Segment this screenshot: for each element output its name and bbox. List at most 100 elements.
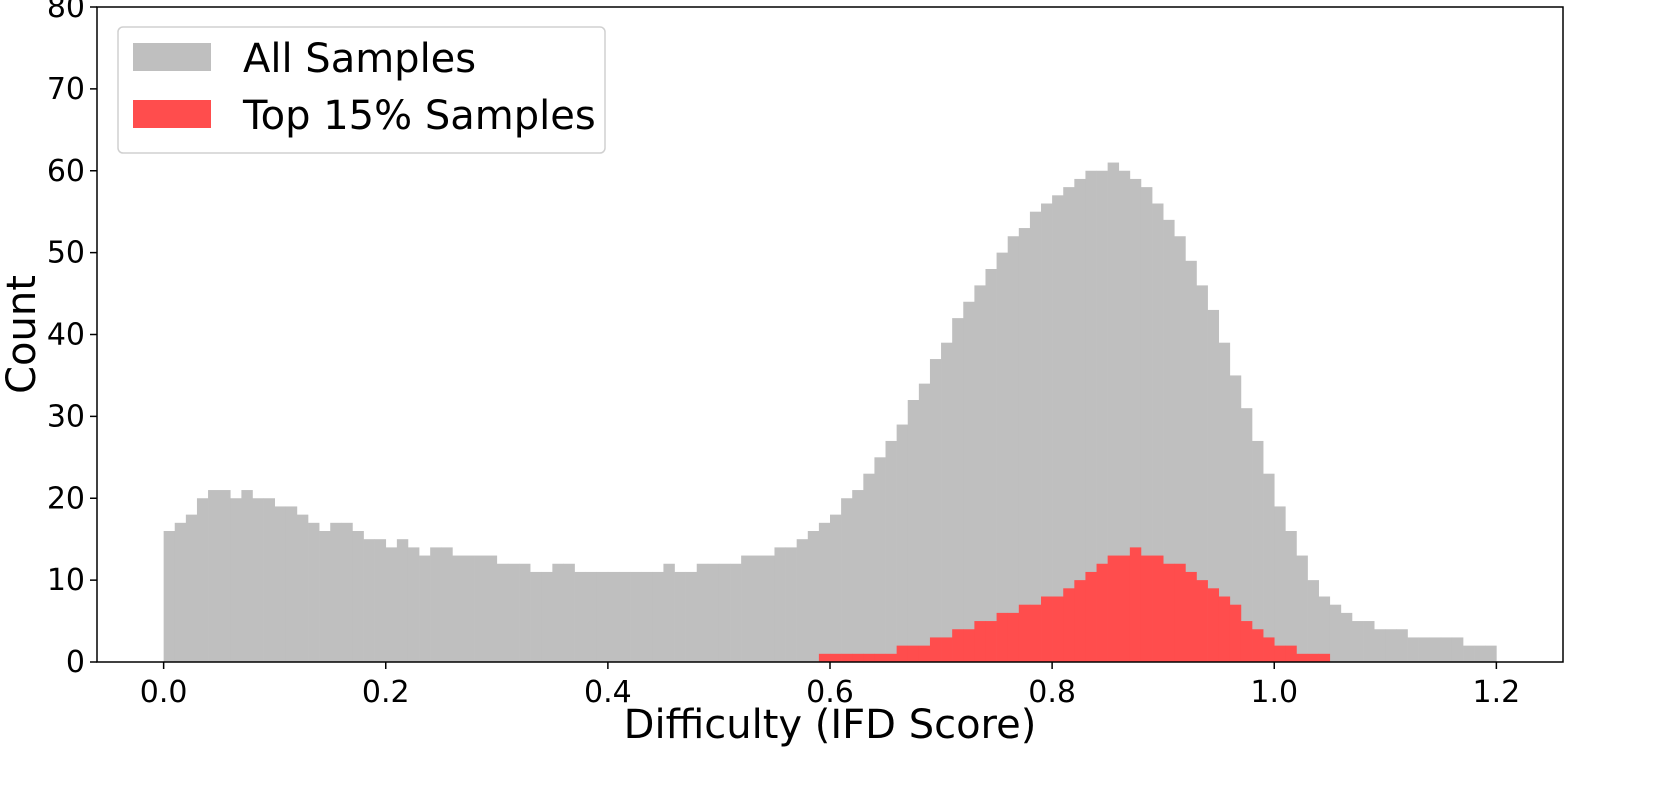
x-tick-label: 1.0 [1250, 675, 1298, 710]
bar-top-15-percent [1218, 596, 1231, 662]
bar-all-samples [985, 269, 997, 662]
bar-all-samples [896, 424, 909, 662]
bar-top-15-percent [1240, 621, 1253, 662]
bar-all-samples [1463, 645, 1475, 663]
bar-all-samples [807, 531, 820, 662]
bar-all-samples [774, 547, 786, 663]
bar-all-samples [352, 531, 364, 662]
bar-all-samples [674, 571, 686, 662]
bar-top-15-percent [1196, 580, 1208, 663]
bar-all-samples [918, 383, 931, 663]
bar-all-samples [1163, 219, 1175, 662]
bar-all-samples [1096, 170, 1108, 662]
bar-all-samples [319, 531, 331, 662]
bar-all-samples [363, 539, 375, 662]
bar-top-15-percent [896, 645, 909, 663]
bar-all-samples [585, 571, 598, 662]
bar-all-samples [308, 522, 320, 662]
bar-all-samples [1296, 555, 1308, 662]
y-tick-label: 10 [47, 563, 85, 598]
bar-top-15-percent [1252, 629, 1264, 662]
bar-top-15-percent [1152, 555, 1164, 662]
bar-all-samples [1052, 195, 1064, 662]
bar-all-samples [1318, 596, 1331, 662]
bar-all-samples [885, 440, 897, 662]
bar-all-samples [841, 498, 853, 662]
bar-all-samples [1407, 637, 1419, 662]
bar-all-samples [996, 252, 1008, 663]
bar-all-samples [630, 571, 642, 662]
x-axis: 0.0 0.2 0.4 0.6 0.8 1.0 1.2 [140, 662, 1520, 710]
bar-top-15-percent [974, 621, 986, 662]
legend: All Samples Top 15% Samples [117, 26, 606, 154]
bar-all-samples [1340, 612, 1353, 663]
bar-all-samples [1252, 440, 1264, 662]
bar-all-samples [430, 547, 442, 663]
bar-all-samples [385, 547, 398, 663]
bar-all-samples [1240, 408, 1253, 662]
bar-all-samples [1285, 531, 1297, 662]
bar-all-samples [607, 571, 620, 662]
y-tick-label: 40 [47, 318, 85, 353]
bar-all-samples [407, 547, 420, 663]
bar-all-samples [374, 539, 387, 662]
bar-all-samples [1140, 187, 1153, 663]
plot-area [163, 162, 1497, 663]
bar-top-15-percent [1185, 571, 1197, 662]
bar-all-samples [208, 490, 220, 662]
bar-all-samples [741, 555, 753, 662]
bar-all-samples [1218, 342, 1231, 662]
bar-all-samples [941, 342, 953, 662]
bar-all-samples [174, 522, 187, 662]
bar-all-samples [396, 539, 409, 662]
bar-all-samples [874, 457, 886, 662]
bar-top-15-percent [1318, 653, 1331, 662]
bar-all-samples [463, 555, 475, 662]
bar-all-samples [296, 514, 309, 663]
bar-top-15-percent [1285, 645, 1297, 663]
bar-all-samples [696, 563, 709, 662]
bar-all-samples [474, 555, 487, 662]
y-tick-label: 0 [66, 645, 85, 680]
bar-all-samples [1385, 629, 1397, 662]
bar-top-15-percent [1307, 653, 1319, 662]
bar-all-samples [796, 539, 809, 662]
bar-all-samples [1451, 637, 1464, 662]
bar-all-samples [818, 522, 831, 662]
bar-top-15-percent [885, 653, 897, 662]
bar-top-15-percent [1107, 555, 1120, 662]
bar-all-samples [830, 514, 842, 663]
bar-all-samples [1007, 236, 1020, 662]
x-tick-label: 0.2 [362, 675, 410, 710]
bar-all-samples [196, 498, 209, 662]
bar-all-samples [1440, 637, 1453, 662]
bar-all-samples [1474, 645, 1486, 663]
bar-top-15-percent [1263, 637, 1275, 662]
bar-all-samples [1396, 629, 1408, 662]
bar-all-samples [330, 522, 342, 662]
y-tick-label: 30 [47, 399, 85, 434]
bar-all-samples [1118, 170, 1131, 662]
bar-top-15-percent [1063, 588, 1075, 662]
bar-top-15-percent [963, 629, 975, 662]
bar-all-samples [1029, 211, 1042, 662]
legend-swatch-top-15-percent [133, 100, 211, 128]
bar-top-15-percent [1140, 555, 1153, 662]
bar-all-samples [652, 571, 664, 662]
bar-top-15-percent [1041, 596, 1053, 662]
bar-all-samples [707, 563, 720, 662]
bar-all-samples [1307, 580, 1319, 663]
x-tick-label: 0.8 [1028, 675, 1076, 710]
bar-all-samples [1041, 203, 1053, 662]
bar-all-samples [663, 563, 675, 662]
bar-top-15-percent [996, 612, 1008, 663]
bar-all-samples [1074, 178, 1086, 662]
bar-top-15-percent [1074, 580, 1086, 663]
bar-top-15-percent [1118, 555, 1131, 662]
bar-top-15-percent [1129, 547, 1142, 663]
bar-top-15-percent [818, 653, 831, 662]
bar-all-samples [1485, 645, 1497, 663]
bar-all-samples [1363, 621, 1375, 662]
bar-all-samples [552, 563, 564, 662]
bar-all-samples [1207, 309, 1220, 662]
